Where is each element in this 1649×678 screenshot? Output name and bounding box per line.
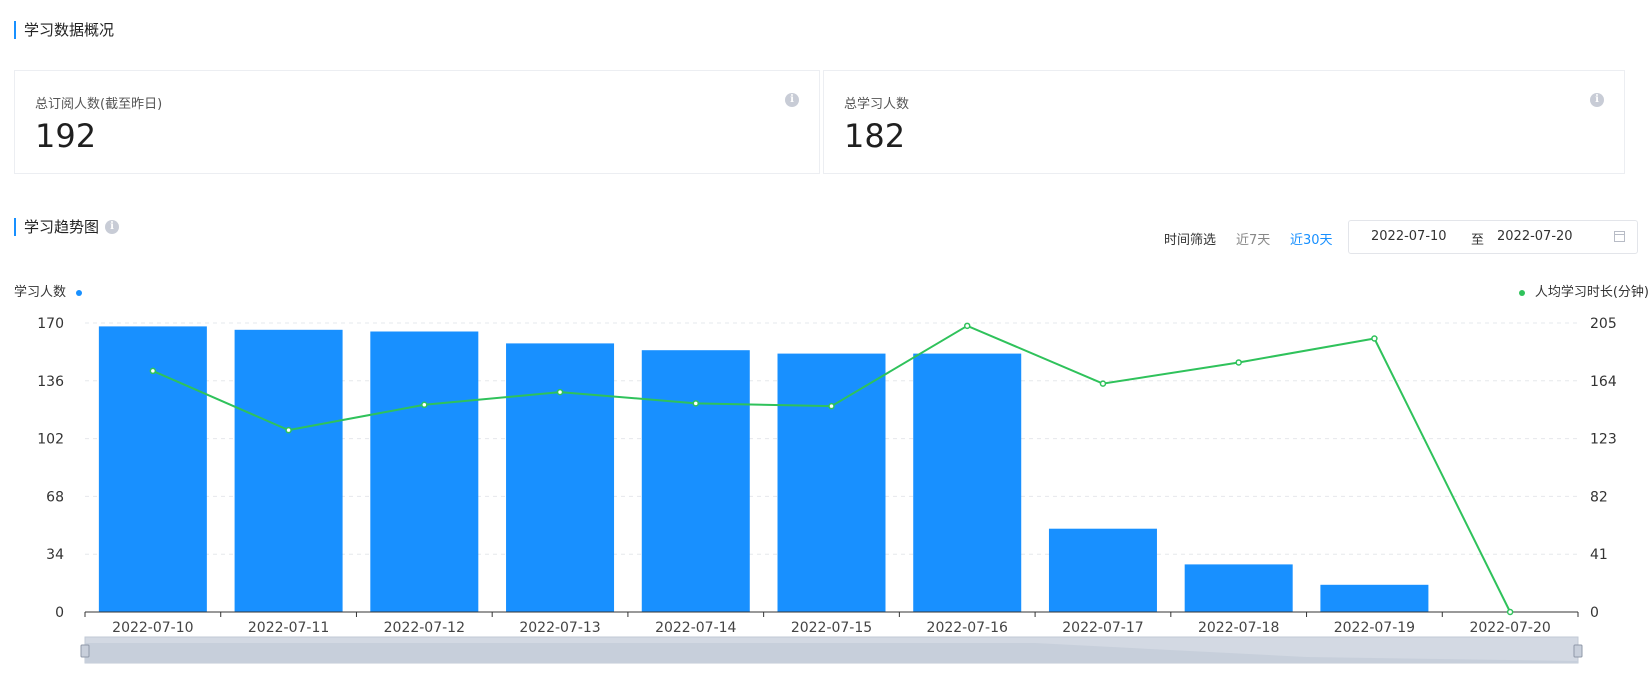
line-point (285, 426, 292, 434)
x-tick-label: 2022-07-12 (384, 620, 465, 636)
info-icon[interactable]: i (1590, 93, 1604, 107)
x-tick-label: 2022-07-10 (112, 620, 193, 636)
info-icon[interactable]: i (105, 220, 120, 234)
line-point (963, 322, 971, 330)
legend-line-dot (1518, 289, 1525, 296)
y-left-tick-label: 136 (37, 374, 64, 390)
info-icon[interactable]: i (785, 93, 799, 107)
y-right-tick-label: 164 (1590, 374, 1617, 390)
legend-avg-duration-label: 人均学习时长(分钟) (1534, 285, 1649, 300)
date-range-separator: 至 (1471, 233, 1485, 248)
filter-7-days[interactable]: 近7天 (1236, 233, 1271, 248)
bar (370, 331, 479, 612)
datazoom-handle (1573, 644, 1583, 658)
line-point (692, 400, 700, 407)
legend-avg-duration[interactable]: 人均学习时长(分钟) (1518, 281, 1649, 300)
y-left-tick-label: 170 (37, 316, 64, 332)
date-start-input[interactable]: 2022-07-10 (1371, 229, 1447, 244)
y-right-tick-label: 82 (1590, 489, 1608, 505)
line-point (1506, 608, 1514, 616)
subscriber-count-value: 192 (35, 117, 97, 155)
time-filter-label: 时间筛选 (1164, 233, 1217, 248)
bar (641, 350, 750, 612)
learner-count-label: 总学习人数 (844, 97, 910, 112)
line-point (1371, 335, 1378, 342)
y-right-tick-label: 205 (1590, 316, 1617, 332)
datazoom-handle (80, 644, 90, 658)
subscriber-count-label: 总订阅人数(截至昨日) (35, 97, 163, 112)
x-tick-label: 2022-07-14 (655, 620, 736, 636)
bar (913, 353, 1022, 612)
line-point (1235, 359, 1242, 366)
line-point (421, 401, 428, 409)
subscriber-count-card: 总订阅人数(截至昨日) 192 i (14, 70, 820, 174)
calendar-icon[interactable] (1614, 231, 1625, 242)
bar (506, 343, 615, 612)
x-tick-label: 2022-07-18 (1198, 620, 1279, 636)
trend-section-title: 学习趋势图 i (14, 218, 120, 236)
learner-count-card: 总学习人数 182 i (823, 70, 1625, 174)
trend-title-text: 学习趋势图 (24, 218, 100, 236)
legend-bar-dot (76, 289, 83, 296)
bar (1048, 528, 1157, 612)
y-left-tick-label: 34 (46, 547, 64, 563)
y-left-tick-label: 102 (37, 432, 64, 448)
date-end-input[interactable]: 2022-07-20 (1497, 229, 1573, 244)
bar (777, 353, 886, 612)
line-point (149, 367, 157, 375)
line-point (556, 388, 564, 396)
line-point (828, 402, 835, 410)
x-tick-label: 2022-07-13 (519, 620, 600, 636)
x-tick-label: 2022-07-16 (927, 620, 1008, 636)
learner-count-value: 182 (844, 117, 906, 155)
x-tick-label: 2022-07-15 (791, 620, 872, 636)
x-tick-label: 2022-07-20 (1469, 620, 1550, 636)
date-range-picker[interactable]: 2022-07-10 至 2022-07-20 (1348, 220, 1638, 254)
datazoom-shadow (85, 643, 1578, 663)
bar (1184, 564, 1293, 612)
line-point (1099, 380, 1107, 387)
trend-chart: 0 34 68 102 136 170 0 41 82 123 164 205 2022-07-10 20… (37, 316, 1617, 664)
bar (234, 329, 343, 612)
y-right-tick-label: 123 (1590, 432, 1617, 448)
y-right-tick-label: 0 (1590, 605, 1599, 621)
y-left-tick-label: 68 (46, 489, 64, 505)
bar (1320, 584, 1429, 612)
x-tick-label: 2022-07-17 (1062, 620, 1143, 636)
overview-section-title: 学习数据概况 (14, 21, 114, 39)
legend-learners-label: 学习人数 (14, 285, 67, 300)
legend-learners[interactable]: 学习人数 (14, 281, 83, 300)
x-tick-label: 2022-07-11 (248, 620, 329, 636)
filter-30-days[interactable]: 近30天 (1290, 233, 1333, 248)
y-left-tick-label: 0 (55, 605, 64, 621)
y-right-tick-label: 41 (1590, 547, 1608, 563)
x-tick-label: 2022-07-19 (1334, 620, 1415, 636)
